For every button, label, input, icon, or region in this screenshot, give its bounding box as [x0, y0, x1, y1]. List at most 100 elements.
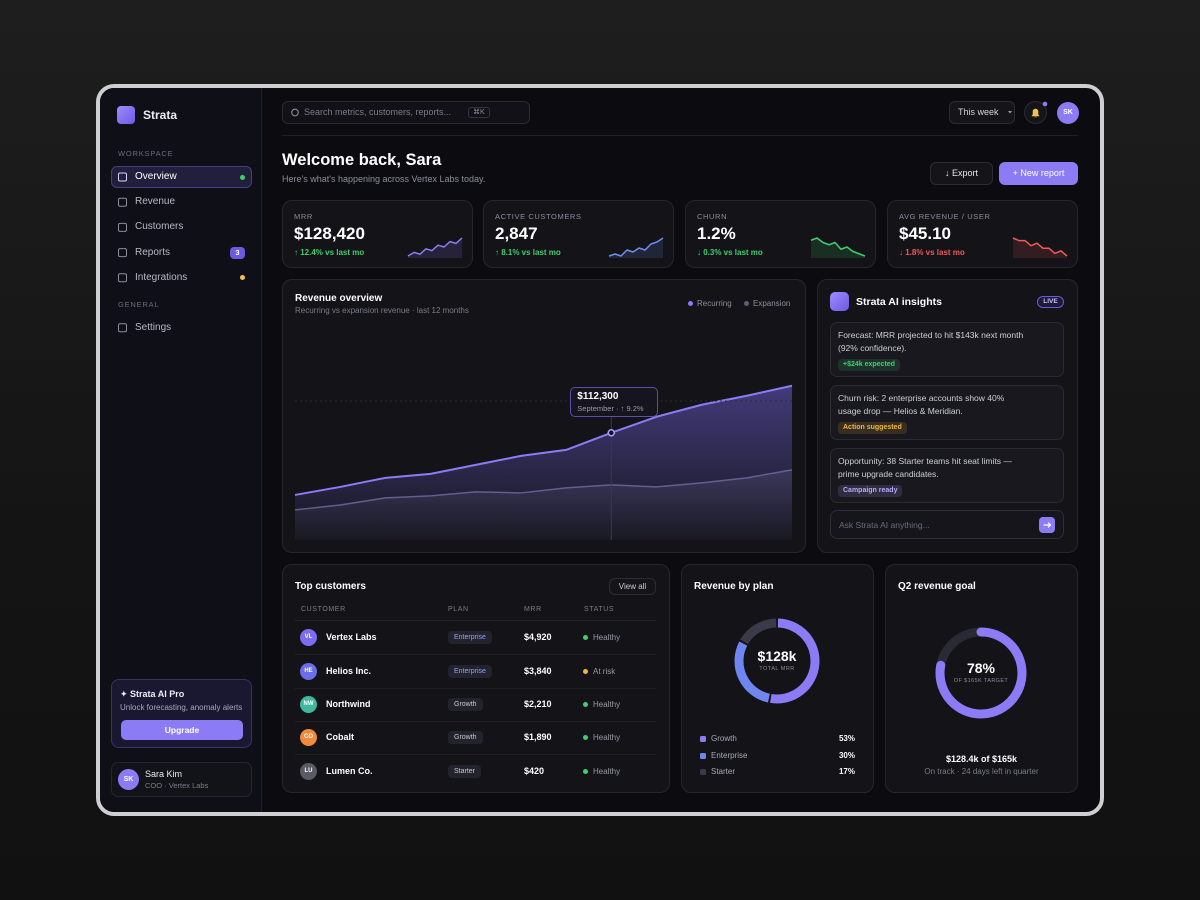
header-rule: [295, 620, 656, 621]
customer-name: Helios Inc.: [326, 666, 372, 676]
revenue-card: [282, 279, 806, 553]
row-rule: [295, 654, 656, 655]
legend-label: Growth: [711, 734, 737, 743]
legend-value: 30%: [838, 751, 855, 760]
column-header: STATUS: [584, 606, 615, 613]
mrr: $2,210: [524, 699, 552, 709]
kpi-label: MRR: [294, 212, 313, 221]
nav-item[interactable]: [111, 166, 252, 188]
nav-item[interactable]: [111, 317, 252, 339]
insight-card[interactable]: [830, 448, 1064, 503]
gauge-caption: OF $165K TARGET: [953, 678, 1009, 684]
ask-placeholder: Ask Strata AI anything...: [839, 520, 930, 530]
kpi-value: $45.10: [899, 224, 951, 243]
upgrade-button[interactable]: Upgrade: [121, 720, 243, 740]
nav-item[interactable]: [111, 191, 252, 213]
plan-badge: Growth: [448, 731, 483, 744]
plan-badge: Growth: [448, 698, 483, 711]
ask-input[interactable]: [830, 510, 1064, 539]
kpi-card: [887, 200, 1078, 268]
plan-badge: Enterprise: [448, 665, 492, 678]
insight-tag: +$24k expected: [838, 359, 900, 371]
kpi-delta: ↓ 1.8% vs last mo: [899, 248, 965, 257]
period-label: This week: [958, 107, 999, 117]
user-avatar: SK: [118, 769, 139, 790]
notifications[interactable]: [1024, 101, 1047, 124]
page-title: Welcome back, Sara: [282, 151, 442, 169]
column-header: CUSTOMER: [301, 606, 346, 613]
legend-label: Expansion: [753, 299, 791, 308]
send-button[interactable]: [1039, 517, 1055, 533]
goal-card: [885, 564, 1078, 793]
top-avatar[interactable]: SK: [1057, 102, 1079, 124]
kpi-card: [282, 200, 473, 268]
promo-text: Unlock forecasting, anomaly alerts: [120, 703, 243, 712]
kpi-delta: ↑ 8.1% vs last mo: [495, 248, 561, 257]
search-placeholder: Search metrics, customers, reports...: [304, 107, 452, 117]
kpi-value: $128,420: [294, 224, 365, 243]
avatar: CO: [300, 728, 317, 746]
status-dot: [583, 735, 588, 740]
goal-summary: $128.4k of $165k: [945, 754, 1018, 764]
status-text: Healthy: [593, 632, 621, 642]
period-select[interactable]: [949, 101, 1015, 124]
nav-dot: [240, 275, 245, 281]
kpi-delta: ↑ 12.4% vs last mo: [294, 248, 365, 257]
logo: [117, 106, 135, 124]
user-name: Sara Kim: [145, 769, 183, 779]
kpi-label: CHURN: [697, 212, 728, 221]
avatar: VL: [300, 628, 317, 646]
nav-label: Customers: [135, 221, 184, 233]
live-badge: LIVE: [1037, 296, 1064, 308]
tooltip-value: $112,300: [577, 390, 619, 402]
kpi-card: [483, 200, 674, 268]
search-box[interactable]: [282, 101, 530, 124]
kpi-value: 2,847: [495, 224, 538, 243]
legend-value: 17%: [838, 767, 855, 776]
status-text: At risk: [593, 666, 616, 676]
new-report-button[interactable]: + New report: [999, 162, 1078, 185]
customer-name: Vertex Labs: [326, 632, 377, 642]
nav-section-title: WORKSPACE: [118, 149, 174, 158]
legend-label: Recurring: [697, 299, 732, 308]
customers-card: [282, 564, 670, 793]
insights-icon: [830, 292, 849, 311]
customer-name: Lumen Co.: [326, 766, 373, 776]
column-header: MRR: [524, 606, 542, 613]
plan-badge: Enterprise: [448, 631, 492, 644]
plan-title: Revenue by plan: [694, 581, 774, 592]
mrr: $420: [524, 766, 545, 776]
chart-subtitle: Recurring vs expansion revenue · last 12…: [295, 306, 469, 315]
kpi-delta: ↓ 0.3% vs last mo: [697, 248, 763, 257]
status-text: Healthy: [593, 732, 621, 742]
customer-name: Cobalt: [326, 732, 354, 742]
nav-label: Integrations: [135, 271, 188, 283]
tooltip-detail: September · ↑ 9.2%: [577, 403, 644, 413]
insights-title: Strata AI insights: [856, 296, 942, 308]
avatar: HE: [300, 662, 317, 680]
insight-card[interactable]: [830, 385, 1064, 440]
legend-label: Enterprise: [711, 751, 748, 760]
topbar-divider: [282, 135, 1078, 136]
status-dot: [583, 635, 588, 640]
row-rule: [295, 721, 656, 722]
kpi-value: 1.2%: [697, 224, 736, 243]
kpi-label: ACTIVE CUSTOMERS: [495, 212, 582, 221]
status-text: Healthy: [593, 766, 621, 776]
insight-tag: Action suggested: [838, 422, 907, 434]
view-all-button[interactable]: View all: [609, 578, 656, 595]
insight-text: Forecast: MRR projected to hit $143k nex…: [838, 330, 1024, 353]
row-rule: [295, 688, 656, 689]
export-button[interactable]: ↓ Export: [930, 162, 993, 185]
insight-tag: Campaign ready: [838, 485, 903, 497]
gauge-value: 78%: [966, 660, 996, 676]
insight-card[interactable]: [830, 322, 1064, 377]
donut-center-value: $128k: [757, 648, 797, 664]
plan-badge: Starter: [448, 765, 482, 778]
user-role: COO · Vertex Labs: [145, 781, 209, 790]
status-text: Healthy: [593, 699, 621, 709]
tooltip: [570, 386, 659, 417]
mrr: $3,840: [524, 666, 552, 676]
status-dot: [583, 702, 588, 707]
avatar: NW: [300, 695, 317, 713]
